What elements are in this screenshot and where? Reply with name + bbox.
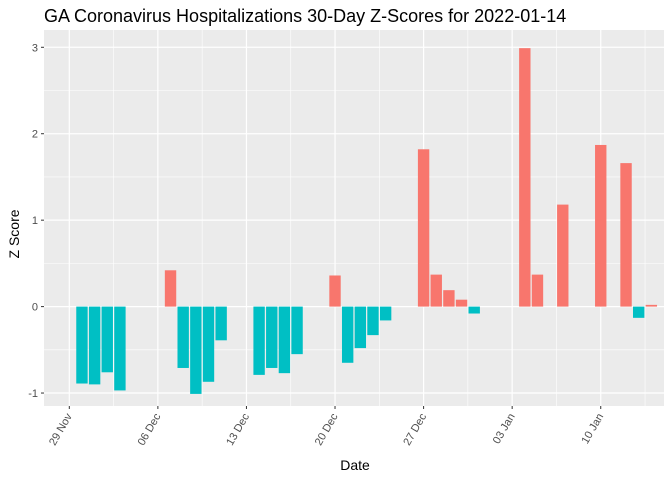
bar <box>177 306 189 368</box>
bar <box>519 48 531 307</box>
y-tick-label: 3 <box>32 42 38 54</box>
bar <box>253 306 265 375</box>
y-tick-label: 2 <box>32 129 38 141</box>
bar <box>164 270 177 307</box>
x-tick-label: 10 Jan <box>579 412 606 447</box>
bar <box>367 306 379 336</box>
bar <box>88 306 101 385</box>
x-tick-label: 27 Dec <box>401 411 429 448</box>
bar <box>114 306 126 391</box>
bar <box>595 144 607 307</box>
y-tick-label: 1 <box>32 215 38 227</box>
bar <box>278 306 291 374</box>
y-axis-title: Z Score <box>6 209 22 258</box>
bar <box>291 306 303 355</box>
minor-grid <box>44 30 664 406</box>
bar <box>620 163 632 307</box>
bar <box>443 290 455 307</box>
bar <box>266 306 278 368</box>
bar <box>430 274 442 307</box>
bars <box>76 48 658 394</box>
x-axis-title: Date <box>340 457 370 473</box>
bar <box>645 304 658 307</box>
bar <box>215 306 227 341</box>
bar <box>202 306 215 382</box>
x-tick-label: 13 Dec <box>224 411 252 448</box>
bar <box>101 306 113 373</box>
bar <box>455 299 468 307</box>
x-tick-label: 20 Dec <box>313 411 341 448</box>
x-tick-label: 06 Dec <box>136 411 164 448</box>
bar <box>341 306 354 363</box>
bar <box>417 149 430 307</box>
bar <box>633 306 645 318</box>
bar <box>468 306 480 314</box>
x-tick-label: 29 Nov <box>47 411 75 448</box>
y-tick-label: -1 <box>28 388 38 400</box>
bar <box>190 306 202 394</box>
x-tick-label: 03 Jan <box>491 412 518 447</box>
bar <box>557 204 569 307</box>
bar <box>531 274 544 307</box>
chart-title: GA Coronavirus Hospitalizations 30-Day Z… <box>44 6 566 26</box>
bar <box>354 306 367 349</box>
bar <box>329 275 341 307</box>
y-tick-label: 0 <box>32 302 38 314</box>
bar <box>379 306 392 321</box>
y-axis: -1 0 1 2 3 <box>28 42 44 400</box>
bar <box>76 306 88 384</box>
x-axis: 29 Nov 06 Dec 13 Dec 20 Dec 27 Dec 03 Jan 10 J… <box>47 406 606 448</box>
major-grid <box>44 30 664 406</box>
